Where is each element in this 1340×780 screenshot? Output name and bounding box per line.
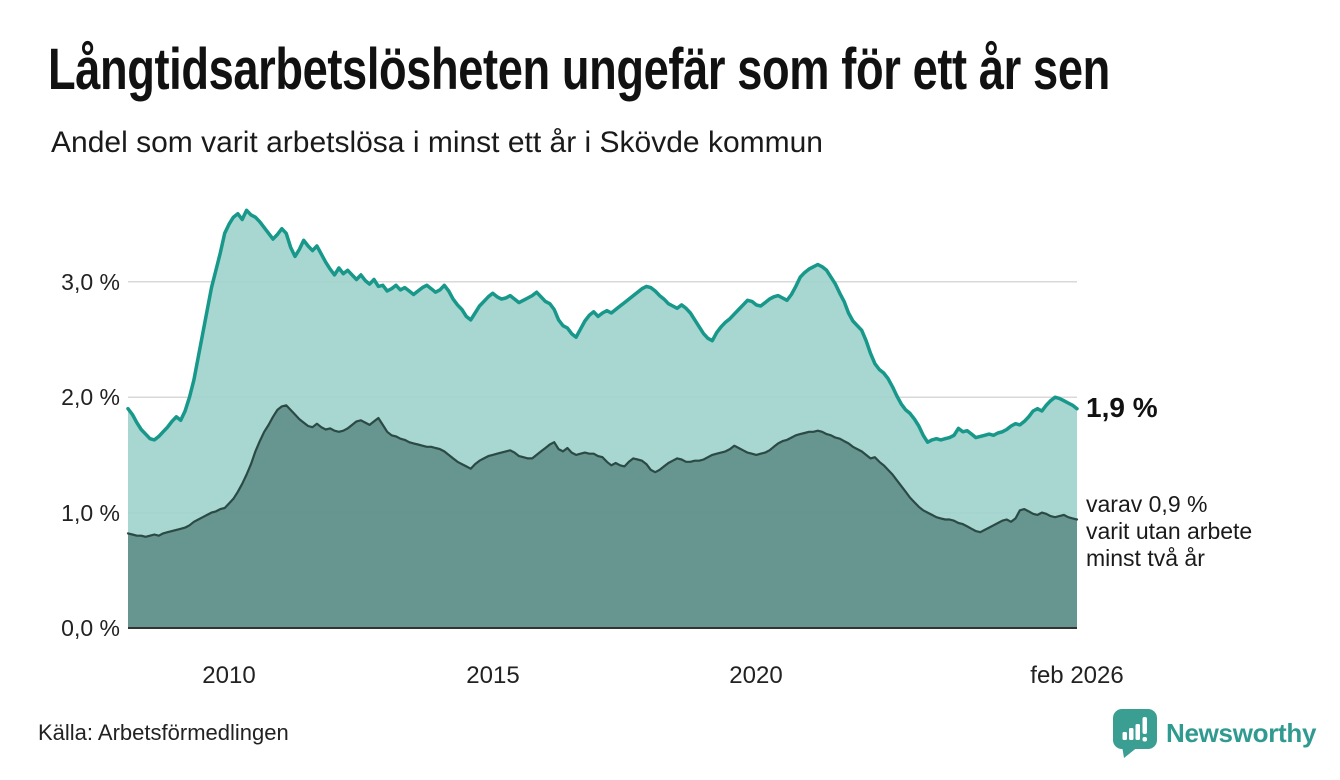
source-label: Källa: Arbetsförmedlingen (38, 720, 289, 745)
y-axis-label: 1,0 % (61, 500, 120, 526)
y-axis-label: 2,0 % (61, 384, 120, 410)
subseries-annotation-line: varit utan arbete (1086, 518, 1253, 544)
page-subtitle: Andel som varit arbetslösa i minst ett å… (51, 126, 823, 159)
newsworthy-logo: Newsworthy (1112, 708, 1316, 758)
y-axis-label: 0,0 % (61, 615, 120, 641)
bar-chart-speech-bubble-icon (1113, 709, 1157, 758)
x-axis-label: 2015 (466, 662, 520, 689)
subseries-annotation: varav 0,9 % varit utan arbete minst två … (1086, 491, 1252, 572)
newsworthy-wordmark: Newsworthy (1166, 717, 1317, 748)
x-axis-label: feb 2026 (1030, 662, 1124, 689)
subseries-annotation-line: varav 0,9 % (1086, 491, 1208, 517)
latest-value-label: 1,9 % (1086, 392, 1158, 423)
x-axis-label: 2010 (202, 662, 256, 689)
y-axis-label: 3,0 % (61, 269, 120, 295)
subseries-annotation-line: minst två år (1086, 545, 1205, 571)
x-axis-label: 2020 (729, 662, 783, 689)
page-title: Långtidsarbetslösheten ungefär som för e… (48, 37, 1110, 102)
